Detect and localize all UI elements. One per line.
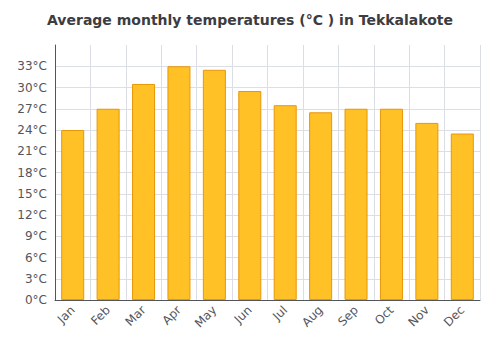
svg-text:Dec: Dec [441,303,467,329]
svg-text:24°C: 24°C [17,123,47,137]
svg-text:0°C: 0°C [25,293,47,307]
svg-text:6°C: 6°C [25,251,47,265]
svg-text:Jun: Jun [231,303,255,327]
svg-text:Feb: Feb [88,303,113,328]
svg-text:18°C: 18°C [17,166,47,180]
svg-text:Nov: Nov [405,303,431,329]
svg-text:27°C: 27°C [17,102,47,116]
svg-text:Oct: Oct [372,303,397,328]
svg-text:Jan: Jan [54,303,78,327]
svg-text:30°C: 30°C [17,81,47,95]
svg-text:Aug: Aug [299,303,325,329]
svg-text:Average monthly temperatures (: Average monthly temperatures (°C ) in Te… [47,12,453,28]
svg-text:3°C: 3°C [25,272,47,286]
svg-text:33°C: 33°C [17,59,47,73]
svg-text:21°C: 21°C [17,144,47,158]
svg-text:Sep: Sep [335,303,361,329]
svg-text:May: May [192,303,219,330]
svg-text:12°C: 12°C [17,208,47,222]
svg-text:15°C: 15°C [17,187,47,201]
svg-text:Mar: Mar [123,303,149,329]
svg-text:9°C: 9°C [25,229,47,243]
svg-text:Apr: Apr [159,303,184,328]
svg-text:Jul: Jul [269,303,290,324]
